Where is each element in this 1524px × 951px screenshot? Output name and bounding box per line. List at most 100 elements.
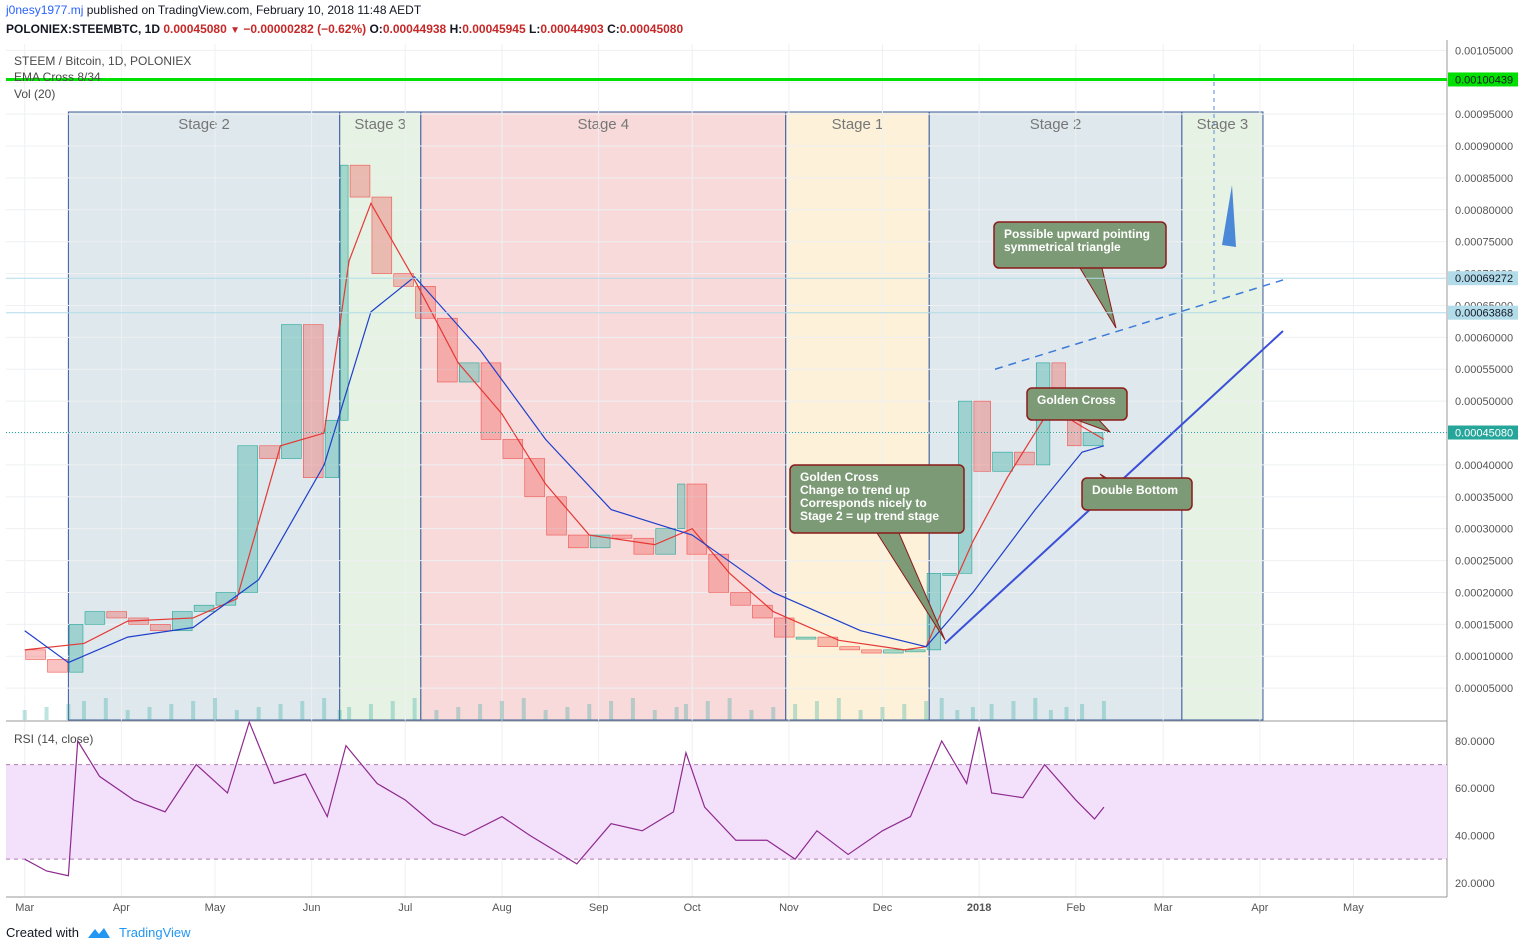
volume-bar: [814, 701, 819, 720]
candle: [303, 324, 324, 478]
callout-line: Change to trend up: [800, 483, 910, 497]
volume-bar: [81, 701, 86, 720]
stage-label-2: Stage 4: [577, 116, 629, 133]
price-label-3: 0.00045080: [1455, 428, 1513, 440]
x-tick-label: Jun: [303, 902, 321, 914]
volume-bar: [771, 707, 776, 720]
callout-line: Stage 2 = up trend stage: [800, 509, 939, 523]
callout-text-0: Possible upward pointing symmetrical tria…: [1004, 227, 1150, 254]
candle: [1014, 451, 1035, 466]
candle: [883, 649, 904, 654]
candle: [730, 592, 751, 606]
volume-bar: [630, 698, 635, 720]
volume-bar: [793, 704, 798, 720]
y-tick-label: 0.00075000: [1455, 237, 1513, 249]
candle: [942, 573, 957, 576]
x-tick-label: Mar: [15, 902, 34, 914]
high-value: 0.00045945: [462, 22, 526, 36]
callout-box-0: [993, 221, 1167, 269]
candle: [861, 649, 882, 654]
author-link[interactable]: j0nesy1977.mj: [6, 3, 84, 17]
stage-zones: Stage 2 Stage 3 Stage 4 Stage 1 Stage 2 Stage…: [67, 111, 1264, 721]
high-label: H:: [449, 22, 463, 36]
price-label-2: 0.00063868: [1455, 308, 1513, 320]
stage-zone-0: [67, 111, 341, 721]
rsi-tick-label: 80.0000: [1455, 736, 1495, 748]
legend-ema: EMA Cross 8/34: [14, 70, 101, 84]
volume-bar: [705, 701, 710, 720]
volume-bar: [970, 707, 975, 720]
x-tick-label: Aug: [492, 902, 512, 914]
volume-bar: [1033, 698, 1038, 720]
candle: [324, 419, 340, 478]
callout-text-2: Double Bottom: [1092, 483, 1178, 497]
rsi-line: [24, 720, 1105, 877]
legend-title: STEEM / Bitcoin, 1D, POLONIEX: [14, 54, 191, 68]
candle: [349, 164, 371, 198]
volume-bar: [22, 710, 27, 720]
y-tick-label: 0.00010000: [1455, 651, 1513, 663]
volume-bar: [858, 710, 863, 720]
y-tick-label: 0.00025000: [1455, 556, 1513, 568]
volume-bar: [212, 698, 217, 720]
volume-bar: [521, 698, 526, 720]
low-label: L:: [528, 22, 541, 36]
ema-fast-line: [24, 202, 1105, 651]
ema-lines: [24, 202, 1105, 664]
close-value: 0.00045080: [619, 22, 684, 36]
x-tick-label: Mar: [1154, 902, 1173, 914]
candle: [686, 483, 708, 555]
volume-bar: [1048, 710, 1053, 720]
candle: [839, 646, 860, 651]
volume-bar: [390, 701, 395, 720]
rsi-tick-label: 60.0000: [1455, 783, 1495, 795]
last-price: 0.00045080: [163, 22, 227, 36]
stage-label-0: Stage 2: [178, 116, 230, 133]
y-tick-label: 0.00105000: [1455, 45, 1513, 57]
candle: [1082, 432, 1104, 447]
volume-bar: [683, 704, 688, 720]
candle: [371, 196, 393, 274]
publish-info: published on TradingView.com, February 1…: [86, 3, 422, 17]
down-arrow-icon: ▼: [230, 25, 241, 36]
y-tick-label: 0.00085000: [1455, 173, 1513, 185]
volume-bar: [499, 701, 504, 720]
price-change: −0.00000282 (−0.62%): [243, 22, 367, 36]
candle: [259, 445, 280, 459]
tradingview-logo-icon: [87, 927, 110, 938]
callout-box-3: [789, 464, 965, 534]
volume-bar: [609, 701, 614, 720]
volume-bar: [256, 707, 261, 720]
up-arrow-icon: [1222, 185, 1236, 247]
x-tick-label: Dec: [873, 902, 893, 914]
y-tick-label: 0.00050000: [1455, 396, 1513, 408]
volume-bar: [836, 698, 841, 720]
candle: [992, 451, 1013, 472]
volume-bar: [1011, 701, 1016, 720]
volume-bar: [1064, 707, 1069, 720]
legend-rsi: RSI (14, close): [14, 732, 93, 746]
volume-bar: [66, 704, 71, 720]
candle: [69, 624, 84, 673]
tradingview-link[interactable]: TradingView: [118, 925, 191, 940]
x-tick-label: May: [1343, 902, 1364, 914]
candle: [393, 273, 414, 287]
callout-text-3: Golden Cross Change to trend up Correspond…: [800, 470, 939, 523]
candle: [904, 649, 926, 653]
candle: [172, 611, 193, 632]
volume-bar: [902, 704, 907, 720]
x-tick-label: May: [205, 902, 226, 914]
callout-text-1: Golden Cross: [1037, 393, 1116, 407]
rsi-tick-label: 40.0000: [1455, 831, 1495, 843]
stage-label-3: Stage 1: [832, 116, 884, 133]
callout-box-1: [1026, 387, 1128, 421]
volume-bar: [727, 698, 732, 720]
grid: [6, 44, 1447, 897]
y-tick-label: 0.00060000: [1455, 332, 1513, 344]
candle: [106, 611, 127, 619]
drawings: Possible upward pointing symmetrical tria…: [789, 74, 1284, 645]
legend-vol: Vol (20): [14, 87, 55, 101]
y-tick-label: 0.00040000: [1455, 460, 1513, 472]
ohlc-bar: POLONIEX:STEEMBTC, 1D 0.00045080 ▼ −0.00…: [6, 22, 683, 36]
